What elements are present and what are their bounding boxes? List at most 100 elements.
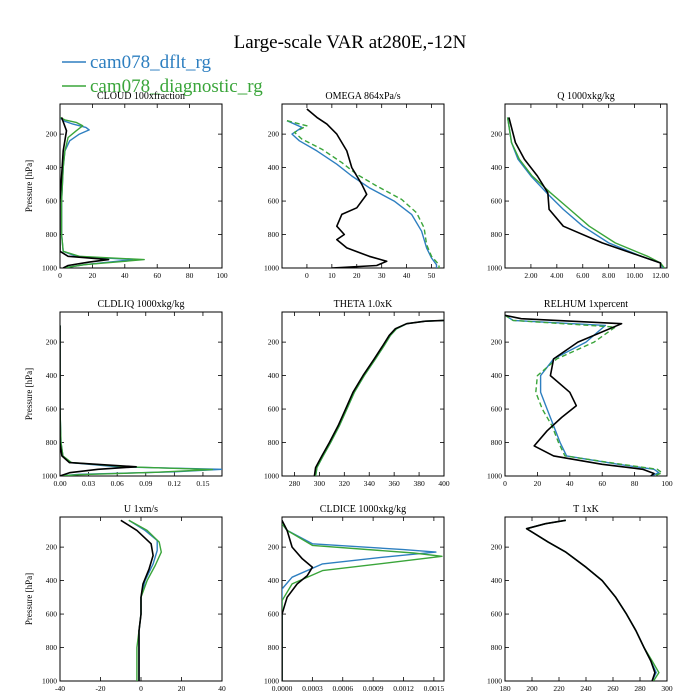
series-line-dflt xyxy=(505,314,660,476)
legend-label-dflt: cam078_dflt_rg xyxy=(90,52,212,73)
x-tick-label: 240 xyxy=(580,684,592,693)
x-tick-label: 80 xyxy=(631,479,639,488)
y-tick-label: 600 xyxy=(491,405,503,414)
series-line-diagnostic xyxy=(505,314,663,476)
x-tick-label: 280 xyxy=(634,684,646,693)
series-line-dflt xyxy=(60,116,134,268)
y-tick-label: 400 xyxy=(491,576,503,585)
x-tick-label: 6.00 xyxy=(576,271,589,280)
x-tick-label: 40 xyxy=(566,479,574,488)
x-tick-label: 20 xyxy=(89,271,97,280)
y-tick-label: 600 xyxy=(46,610,58,619)
x-tick-label: 80 xyxy=(186,271,194,280)
x-tick-label: 40 xyxy=(218,684,226,693)
x-tick-label: 20 xyxy=(353,271,361,280)
x-tick-label: 40 xyxy=(403,271,411,280)
y-tick-label: 200 xyxy=(268,130,280,139)
chart-panel-1: OMEGA 864xPa/s 200 400 600 800 1000 0 10 20 30 40 5… xyxy=(264,91,445,280)
plot-frame xyxy=(504,516,668,682)
series-line-reference xyxy=(60,325,137,476)
x-tick-label: -20 xyxy=(96,684,106,693)
y-tick-label: 200 xyxy=(491,338,503,347)
plot-frame xyxy=(59,311,223,477)
x-tick-label: 10.00 xyxy=(626,271,643,280)
y-tick-label: 200 xyxy=(268,338,280,347)
x-tick-label: 180 xyxy=(499,684,511,693)
y-tick-label: 200 xyxy=(46,543,58,552)
x-tick-label: 100 xyxy=(661,479,673,488)
x-tick-label: 0.0009 xyxy=(363,684,384,693)
y-tick-label: 400 xyxy=(491,371,503,380)
x-tick-label: 360 xyxy=(389,479,401,488)
chart-panel-3: CLDLIQ 1000xkg/kg Pressure [hPa] 200 400 600… xyxy=(24,299,223,488)
y-tick-label: 400 xyxy=(46,371,58,380)
legend: cam078_dflt_rg cam078_diagnostic_rg xyxy=(62,52,263,97)
x-tick-label: 0.06 xyxy=(111,479,124,488)
y-tick-label: 800 xyxy=(46,230,58,239)
x-tick-label: 0.03 xyxy=(82,479,95,488)
x-tick-label: 0.0015 xyxy=(424,684,445,693)
panel-title: T 1xK xyxy=(573,504,599,515)
chart-panel-2: Q 1000xkg/kg 200 400 600 800 1000 2.00 4.00 6.00… xyxy=(487,91,669,280)
x-tick-label: 280 xyxy=(289,479,301,488)
series-line-reference xyxy=(525,519,656,681)
y-tick-label: 1000 xyxy=(487,264,502,273)
y-tick-label: 600 xyxy=(268,405,280,414)
series-line-reference xyxy=(282,519,314,681)
y-tick-label: 400 xyxy=(268,163,280,172)
x-tick-label: 320 xyxy=(339,479,351,488)
series-line-dflt xyxy=(525,519,657,681)
x-tick-label: 0 xyxy=(139,684,143,693)
y-tick-label: 400 xyxy=(268,371,280,380)
series-line-dflt xyxy=(506,117,664,268)
y-tick-label: 1000 xyxy=(42,264,57,273)
x-tick-label: 50 xyxy=(428,271,436,280)
x-tick-label: 0 xyxy=(58,271,62,280)
y-tick-label: 400 xyxy=(268,576,280,585)
x-tick-label: 40 xyxy=(121,271,129,280)
y-tick-label: 800 xyxy=(491,643,503,652)
y-axis-label: Pressure [hPa] xyxy=(24,368,34,420)
y-axis-label: Pressure [hPa] xyxy=(24,160,34,212)
y-tick-label: 1000 xyxy=(264,264,279,273)
chart-panel-4: THETA 1.0xK 200 400 600 800 1000 280 300 320 340 3… xyxy=(264,299,450,488)
y-tick-label: 200 xyxy=(268,543,280,552)
plot-frame xyxy=(504,103,668,269)
plot-frame xyxy=(504,311,668,477)
x-tick-label: 0 xyxy=(503,479,507,488)
x-tick-label: 4.00 xyxy=(550,271,563,280)
x-tick-label: 300 xyxy=(314,479,326,488)
x-tick-label: 0.09 xyxy=(139,479,152,488)
y-tick-label: 400 xyxy=(46,576,58,585)
y-tick-label: 600 xyxy=(491,610,503,619)
x-tick-label: 8.00 xyxy=(602,271,615,280)
x-tick-label: 20 xyxy=(534,479,542,488)
series-line-dflt xyxy=(314,319,444,476)
panel-title: RELHUM 1xpercent xyxy=(544,299,628,310)
panel-title: Q 1000xkg/kg xyxy=(557,91,615,102)
panel-title: OMEGA 864xPa/s xyxy=(325,91,400,102)
x-tick-label: 0 xyxy=(305,271,309,280)
series-line-reference xyxy=(505,314,655,476)
x-tick-label: 200 xyxy=(526,684,538,693)
y-tick-label: 1000 xyxy=(487,677,502,686)
series-line-diagnostic xyxy=(506,117,665,268)
legend-label-diagnostic: cam078_diagnostic_rg xyxy=(90,76,263,97)
series-line-dflt xyxy=(282,523,437,681)
series-line-diagnostic xyxy=(282,523,443,681)
x-tick-label: 380 xyxy=(413,479,425,488)
series-line-diagnostic xyxy=(525,519,660,681)
series-line-dflt xyxy=(286,120,438,268)
series-line-diagnostic xyxy=(60,116,145,268)
y-tick-label: 800 xyxy=(491,438,503,447)
x-tick-label: 12.00 xyxy=(652,271,669,280)
panel-title: CLOUD 100xfraction xyxy=(97,91,185,102)
x-tick-label: 10 xyxy=(328,271,336,280)
series-line-reference xyxy=(60,117,110,268)
y-tick-label: 200 xyxy=(46,130,58,139)
